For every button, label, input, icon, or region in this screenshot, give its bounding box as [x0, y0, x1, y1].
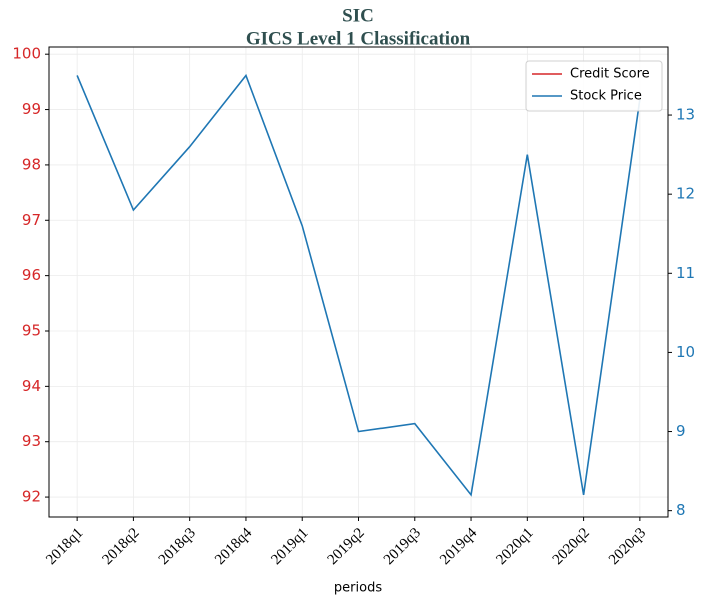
plot-frame: [48, 46, 669, 518]
y2-tick-label: 11: [676, 264, 695, 282]
legend-label: Credit Score: [570, 67, 650, 82]
x-tick-label: 2020q2: [550, 525, 593, 568]
x-tick-label: 2020q3: [606, 525, 649, 568]
series-line: [76, 73, 641, 497]
y2-tick-label: 9: [676, 422, 686, 440]
y2-tick-label: 13: [676, 106, 695, 124]
chart-subtitle: GICS Level 1 Classification: [246, 28, 471, 49]
y2-tick-label: 10: [676, 343, 695, 361]
y-tick-label: 96: [22, 266, 41, 284]
x-tick-label: 2019q4: [437, 525, 480, 568]
x-tick-label: 2020q1: [493, 525, 536, 568]
x-tick-label: 2019q1: [268, 525, 311, 568]
y-tick-label: 98: [22, 155, 41, 173]
legend-label: Stock Price: [570, 89, 642, 104]
x-tick-label: 2018q2: [100, 525, 143, 568]
y2-tick-label: 12: [676, 185, 695, 203]
x-tick-label: 2018q1: [43, 525, 86, 568]
y2-tick-label: 8: [676, 501, 686, 519]
chart-title: SIC: [342, 5, 374, 26]
y-tick-label: 93: [22, 432, 41, 450]
x-axis-label: periods: [334, 581, 382, 596]
y-tick-label: 94: [22, 377, 41, 395]
y-tick-label: 95: [22, 321, 41, 339]
y-tick-label: 100: [12, 45, 41, 63]
x-tick-label: 2019q2: [325, 525, 368, 568]
y-tick-label: 97: [22, 211, 41, 229]
y-tick-label: 99: [22, 100, 41, 118]
x-tick-label: 2019q3: [381, 525, 424, 568]
y-tick-label: 92: [22, 488, 41, 506]
x-tick-label: 2018q3: [156, 525, 199, 568]
x-tick-label: 2018q4: [212, 525, 255, 568]
